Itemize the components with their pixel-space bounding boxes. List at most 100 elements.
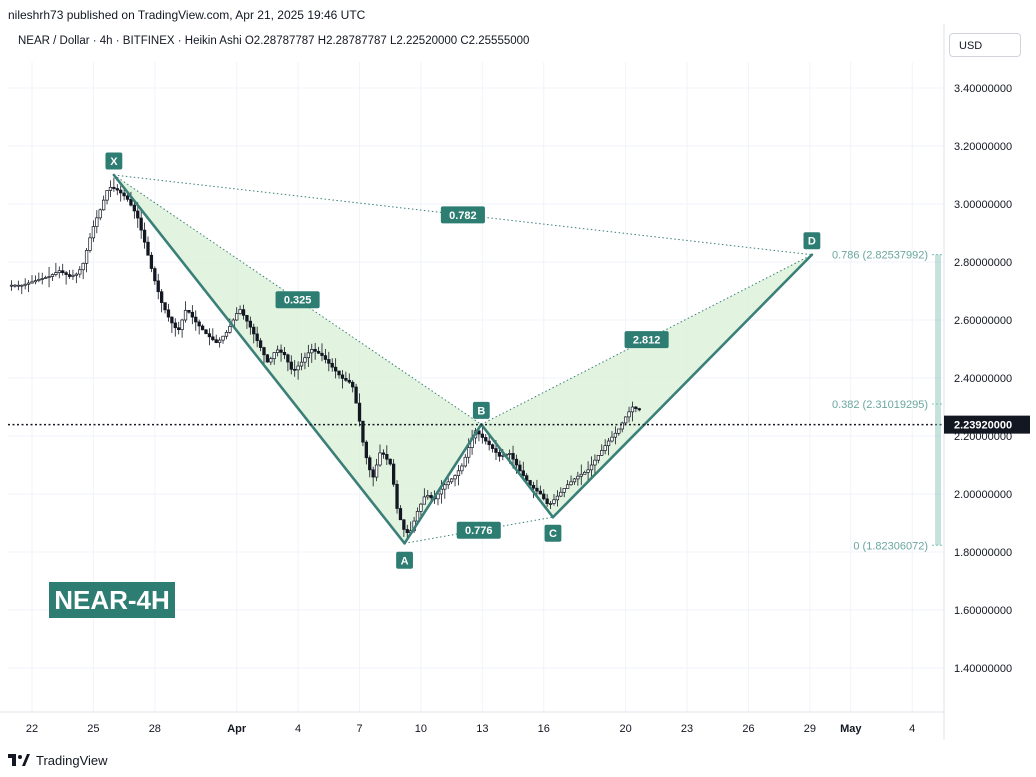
ratio-label-0.776: 0.776 (456, 521, 501, 539)
candle-body (37, 279, 41, 281)
candle-body (156, 280, 160, 293)
candle-body (200, 325, 205, 331)
currency-selector[interactable]: USD (949, 33, 1021, 57)
candle-body (381, 452, 386, 455)
candle-body (576, 475, 580, 480)
ratio-label-0.325-text: 0.325 (284, 295, 312, 307)
point-label-D-text: D (808, 236, 816, 248)
candle-body (497, 452, 502, 457)
candle-body (91, 226, 96, 239)
candle-body (289, 361, 293, 370)
candle-body (310, 349, 314, 354)
candle-body (347, 379, 351, 383)
candle-body (586, 469, 590, 473)
time-tick-label: 7 (356, 723, 362, 735)
candle-body (620, 422, 624, 430)
candle-body (258, 340, 263, 348)
candle-body (371, 469, 375, 478)
candle-body (269, 358, 273, 363)
candle-body (460, 465, 464, 472)
tradingview-footer[interactable]: TradingView (8, 750, 108, 770)
candle-body (139, 217, 143, 231)
ratio-label-0.776-text: 0.776 (465, 525, 493, 537)
candle-body (572, 478, 577, 483)
point-label-X-bg (105, 152, 123, 170)
candle-body (190, 311, 194, 318)
candle-body (265, 354, 270, 363)
candle-body (197, 321, 201, 327)
time-tick-label: 23 (681, 723, 693, 735)
point-label-D: D (803, 232, 821, 250)
candle-body (535, 487, 539, 492)
candle-body (98, 209, 102, 219)
candle-body (538, 490, 542, 495)
candle-body (320, 352, 324, 356)
candle-body (548, 503, 553, 505)
candle-body (255, 333, 259, 342)
candle-body (391, 463, 396, 485)
candle-body (480, 433, 484, 438)
point-label-B-bg (472, 401, 490, 419)
candle-body (170, 316, 174, 324)
price-tick-label: 2.60000000 (954, 315, 1012, 327)
candle-body (426, 495, 430, 498)
candle-body (364, 441, 368, 459)
pattern-leg-CD (551, 253, 814, 519)
candle-body (603, 445, 607, 451)
candle-body (30, 281, 34, 284)
ratio-label-2.812-text: 2.812 (633, 335, 661, 347)
harmonic-pattern (113, 175, 812, 544)
ratio-label-0.782: 0.782 (440, 206, 485, 224)
candle-body (330, 362, 334, 368)
candle-body (84, 250, 89, 264)
ratio-label-0.782-bg (440, 206, 485, 224)
candle-body (443, 484, 447, 490)
footer-brand: TradingView (36, 752, 108, 768)
candle-body (238, 309, 242, 314)
time-tick-label: 25 (87, 723, 99, 735)
candle-body (67, 274, 72, 277)
candle-body (122, 192, 126, 197)
candle-body (429, 495, 433, 499)
candle-body (282, 352, 287, 356)
watermark-text: NEAR-4H (54, 585, 170, 615)
candle-body (467, 447, 471, 458)
time-tick-label: May (840, 723, 862, 735)
candle-body (545, 498, 549, 505)
candle-body (43, 277, 48, 279)
candle-body (637, 408, 641, 411)
candle-body (340, 374, 345, 379)
fib-level-label: 0.786 (2.82537992) (832, 250, 928, 262)
ratio-label-0.782-text: 0.782 (449, 210, 477, 222)
price-tick-label: 2.00000000 (954, 489, 1012, 501)
ratio-label-0.325-bg (275, 291, 320, 309)
point-label-B: B (472, 401, 490, 419)
time-tick-label: 22 (26, 723, 38, 735)
candle-body (357, 402, 362, 422)
candle-body (248, 320, 252, 328)
candle-body (398, 508, 403, 521)
candle-body (78, 269, 82, 275)
candle-body (159, 291, 164, 303)
candle-body (593, 459, 597, 466)
candle-body (194, 316, 198, 323)
price-tick-label: 2.40000000 (954, 373, 1012, 385)
pattern-ratio-line-AC (404, 516, 554, 544)
candle-body (61, 270, 65, 273)
pattern-leg-BC (480, 423, 555, 519)
ratio-label-0.776-bg (456, 521, 501, 539)
candle-body (422, 496, 426, 505)
candle-body (507, 453, 512, 455)
point-label-B-text: B (477, 405, 485, 417)
candle-body (569, 481, 573, 486)
candle-body (600, 450, 604, 456)
candle-body (579, 473, 583, 477)
pattern-ratio-line-XD (113, 174, 812, 256)
candle-body (187, 309, 191, 313)
point-label-C-text: C (549, 528, 557, 540)
candle-body (606, 440, 611, 447)
candle-body (57, 270, 61, 273)
point-label-A-bg (396, 551, 413, 569)
pattern-fill (481, 254, 812, 518)
